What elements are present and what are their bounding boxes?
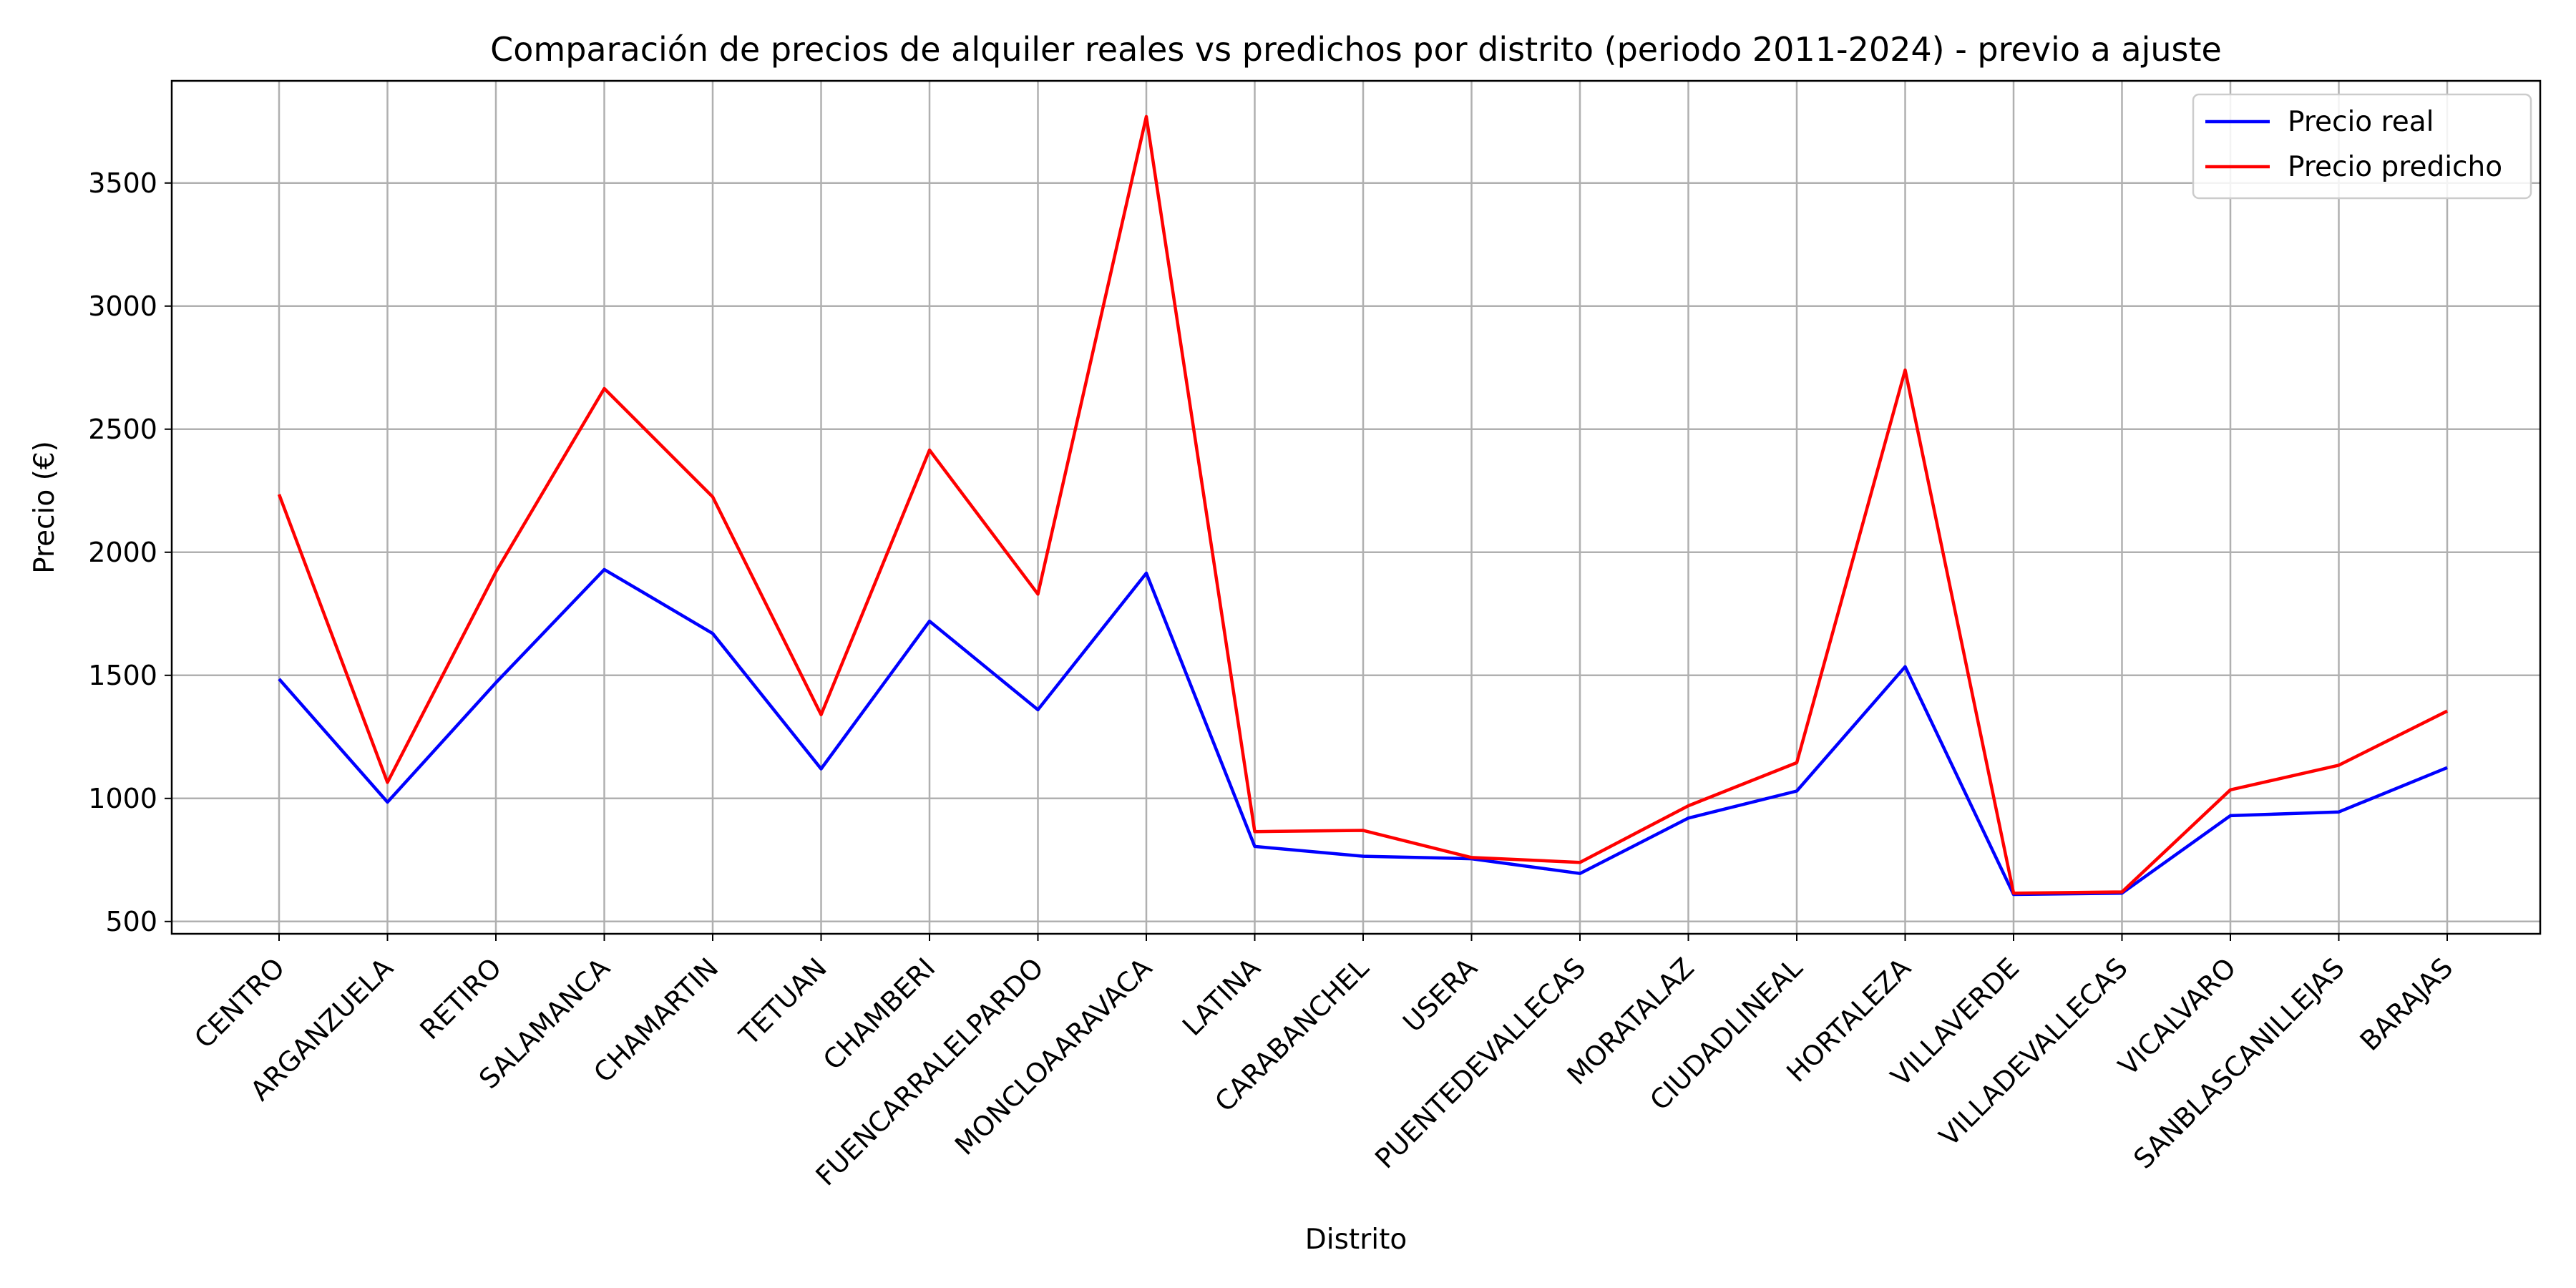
y-tick-label: 3000 [88, 291, 157, 322]
x-axis-label: Distrito [1305, 1224, 1407, 1256]
chart-title: Comparación de precios de alquiler reale… [490, 30, 2222, 69]
y-tick-label: 2500 [88, 414, 157, 445]
y-axis-label: Precio (€) [29, 441, 61, 574]
legend-box [2192, 93, 2532, 200]
legend-label: Precio predicho [2288, 151, 2502, 183]
y-tick-label: 3500 [88, 167, 157, 199]
plot-frame [170, 79, 2542, 935]
legend-label: Precio real [2288, 106, 2434, 138]
y-tick-label: 1500 [88, 660, 157, 691]
series-line-predicted [277, 114, 2449, 895]
grid-lines [172, 81, 2540, 934]
y-axis-ticks: 500 1000 1500 2000 2500 3000 3500 [88, 167, 172, 937]
legend: Precio real Precio predicho [2192, 93, 2532, 200]
y-tick-label: 500 [105, 906, 157, 937]
y-tick-label: 1000 [88, 783, 157, 814]
y-tick-label: 2000 [88, 537, 157, 568]
series-lines [277, 114, 2449, 897]
